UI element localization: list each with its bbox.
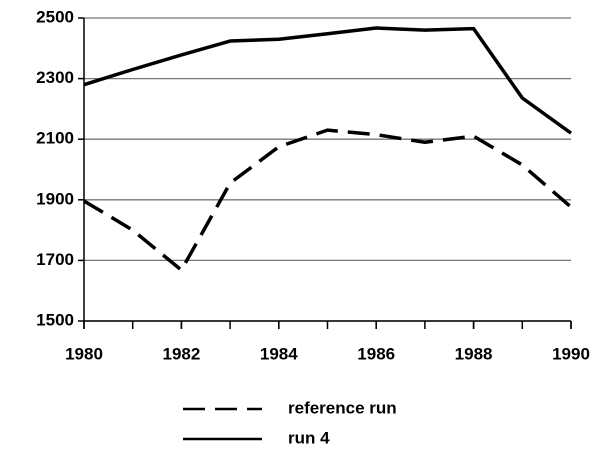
x-tick-label: 1990 [552,344,590,363]
series-line [83,26,573,135]
x-tick-label: 1988 [455,344,493,363]
legend-label: run 4 [288,428,330,447]
y-tick-label: 2500 [36,7,74,26]
x-tick-label: 1982 [162,344,200,363]
y-tick-label: 1700 [36,250,74,269]
y-tick-label: 1500 [36,310,74,329]
y-tick-label: 1900 [36,189,74,208]
x-tick-label: 1986 [357,344,395,363]
series-line [83,128,573,272]
x-tick-label: 1984 [260,344,298,363]
y-tick-label: 2100 [36,129,74,148]
y-tick-label: 2300 [36,68,74,87]
x-tick-label: 1980 [65,344,103,363]
legend-label: reference run [288,398,397,417]
